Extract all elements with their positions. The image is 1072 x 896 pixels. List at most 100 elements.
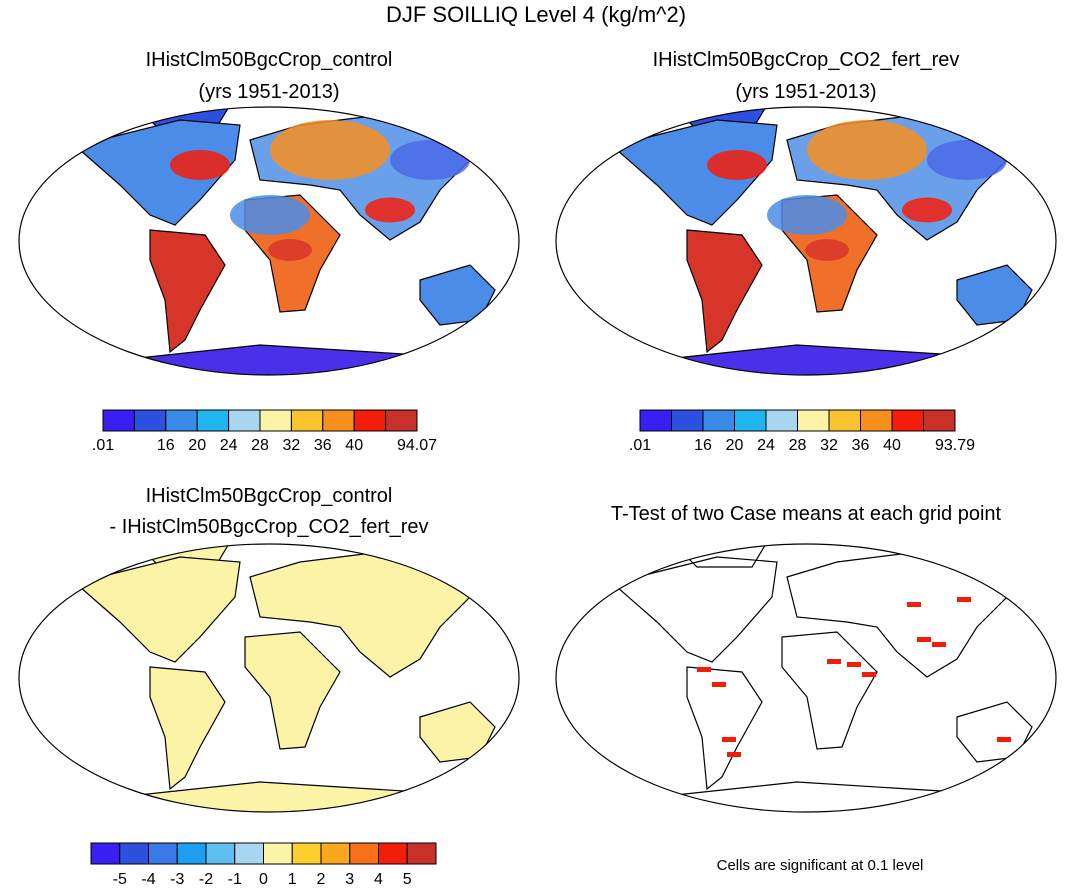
map-outline — [18, 106, 520, 376]
colorbar-label: 40 — [883, 437, 901, 454]
panel-title: IHistClm50BgcCrop_control — [146, 485, 393, 507]
field-patch — [170, 150, 230, 180]
colorbar-box — [259, 409, 292, 432]
colorbar-label: .01 — [629, 437, 651, 454]
colorbar-label: 4 — [374, 871, 383, 888]
colorbar-box — [133, 409, 167, 432]
colorbar-label: 36 — [852, 437, 870, 454]
colorbar-label: 2 — [317, 871, 326, 888]
colorbar-box — [891, 409, 924, 432]
colorbar-label: 32 — [820, 437, 838, 454]
continent — [78, 556, 241, 663]
significant-cell — [932, 642, 946, 647]
colorbar-label: -5 — [113, 871, 127, 888]
colorbar-label: 28 — [789, 437, 807, 454]
field-patch — [230, 195, 310, 235]
map — [18, 106, 520, 376]
colorbar-box — [671, 409, 704, 432]
colorbar-label: -1 — [228, 871, 242, 888]
map — [555, 106, 1057, 376]
colorbar-label: 94.07 — [397, 437, 437, 454]
colorbar-label: 36 — [314, 437, 332, 454]
note: Cells are significant at 0.1 level — [717, 857, 924, 874]
colorbar-box — [148, 842, 178, 865]
colorbar-box — [923, 409, 956, 432]
colorbar-box — [205, 842, 236, 865]
colorbar-label: 5 — [403, 871, 412, 888]
continent — [615, 556, 778, 663]
significant-cell — [957, 597, 971, 602]
colorbar-box — [828, 409, 861, 432]
significant-cell — [827, 659, 841, 664]
land — [78, 107, 496, 375]
colorbar-box — [263, 842, 293, 865]
significant-cell — [697, 667, 711, 672]
panel-title: - IHistClm50BgcCrop_CO2_fert_rev — [110, 516, 429, 538]
colorbar-label: 16 — [694, 437, 712, 454]
colorbar-label: 24 — [757, 437, 775, 454]
significant-cell — [727, 752, 741, 757]
colorbar-box — [702, 409, 735, 432]
colorbar-box — [860, 409, 893, 432]
field-patch — [707, 150, 767, 180]
field-patch — [805, 239, 849, 261]
significant-cell — [907, 602, 921, 607]
continent — [149, 666, 226, 791]
colorbar-box — [797, 409, 830, 432]
field-patch — [807, 120, 927, 180]
colorbar-label: 20 — [188, 437, 206, 454]
colorbar-box — [196, 409, 230, 432]
map-outline — [555, 543, 1057, 813]
continent — [686, 229, 763, 354]
colorbar-label: 24 — [220, 437, 238, 454]
significant-cell — [917, 637, 931, 642]
field-patch — [365, 197, 415, 223]
map-outline — [555, 106, 1057, 376]
colorbar-box — [290, 409, 324, 432]
continent — [675, 544, 769, 568]
colorbar-label: -3 — [170, 871, 184, 888]
colorbar-label: 32 — [283, 437, 301, 454]
colorbar-box — [165, 409, 198, 432]
colorbar-label: 0 — [259, 871, 268, 888]
colorbar-label: 40 — [345, 437, 363, 454]
colorbar-box — [378, 842, 408, 865]
colorbar-box — [639, 409, 672, 432]
colorbar-label: -4 — [141, 871, 155, 888]
panel-title: (yrs 1951-2013) — [735, 81, 876, 103]
colorbar-box — [406, 842, 437, 865]
field-patch — [927, 140, 1007, 180]
field-patch — [390, 140, 470, 180]
colorbar-box — [349, 842, 379, 865]
panel-title: IHistClm50BgcCrop_CO2_fert_rev — [653, 49, 960, 71]
panel-title: IHistClm50BgcCrop_control — [146, 49, 393, 71]
colorbar-label: .01 — [92, 437, 114, 454]
colorbar-box — [228, 409, 261, 432]
colorbar-box — [176, 842, 207, 865]
figure-title: DJF SOILLIQ Level 4 (kg/m^2) — [386, 2, 686, 27]
continent — [78, 119, 241, 226]
significant-cell — [712, 682, 726, 687]
field-patch — [268, 239, 312, 261]
field-patch — [767, 195, 847, 235]
continent — [149, 229, 226, 354]
colorbar-box — [90, 842, 121, 865]
map-outline — [18, 543, 520, 813]
colorbar-label: 28 — [251, 437, 269, 454]
colorbar-label: 93.79 — [935, 437, 975, 454]
significant-cell — [997, 737, 1011, 742]
colorbar-box — [234, 842, 264, 865]
significant-cell — [862, 672, 876, 677]
field-patch — [902, 197, 952, 223]
map — [555, 543, 1057, 813]
continent — [781, 631, 878, 750]
colorbar-box — [322, 409, 355, 432]
continent — [615, 119, 778, 226]
colorbar-label: 3 — [345, 871, 354, 888]
colorbar-label: 16 — [157, 437, 175, 454]
colorbar-box — [102, 409, 135, 432]
significant-cell — [847, 662, 861, 667]
colorbar-box — [320, 842, 351, 865]
colorbar-label: 20 — [726, 437, 744, 454]
